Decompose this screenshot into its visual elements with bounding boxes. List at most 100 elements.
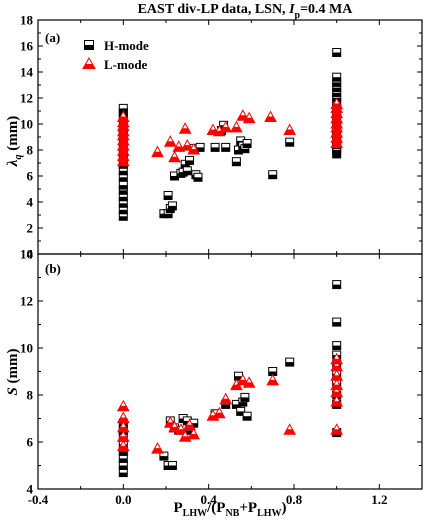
panel-b-lmode-point [151,442,164,454]
panel-b-lmode-point [330,359,344,372]
panel-a-lmode-point [178,122,192,134]
panel-a-ytick-label: 8 [27,143,34,158]
panel-b-ytick-label: 12 [20,294,33,309]
figure-title-ip-sub: p [295,10,301,21]
panel-a-hmode-point [185,155,194,165]
figure-title-main: EAST div-LP data, LSN, [138,2,289,17]
panel-b-hmode-point [285,357,295,367]
panel-a-hmode-point [332,72,342,82]
figure-title: EAST div-LP data, LSN, Ip=0.4 MA [138,2,354,21]
figure-title-ip: I [288,2,295,17]
panel-a-ytick-label: 18 [20,13,34,28]
panel-b-lmode-point [212,406,226,419]
panel-a-ytick-label: 0 [27,247,34,262]
panel-b-lmode-point [116,399,130,412]
panel-a-lmode-point [151,145,164,158]
panel-b-ylabel: S (mm) [5,348,21,395]
panel-b-lmode-point [230,378,243,391]
panel-b-label: (b) [45,261,61,276]
panel-a-ytick-label: 14 [20,65,34,80]
panel-a-hmode-point [118,180,128,190]
panel-a-lmode-point [116,110,130,122]
panel-a-ytick-label: 4 [27,195,34,210]
panel-b-frame [37,253,423,490]
panel-b-hmode-point [332,341,342,351]
panel-b-xtick-label: -0.4 [28,492,49,507]
x-axis-label-part-2: /(P [206,500,225,516]
panel-b-ylabel-main: S [5,387,21,395]
panel-b-lmode-point [242,376,256,388]
panel-b-hmode-point [242,411,252,421]
panel-a-ylabel: λq (mm) [5,116,24,167]
x-axis-label-part-1: LHW [183,508,207,519]
legend-lmode-label: L-mode [104,57,148,72]
panel-a-hmode-point [231,157,241,167]
legend-hmode-label: H-mode [104,38,149,53]
panel-b-xtick-label: 0.8 [286,492,303,507]
legend-lmode-marker [82,56,96,69]
panel-b-lmode-point [116,430,130,442]
panel-b-lmode-point [116,420,130,433]
panel-a-frame [37,19,423,255]
panel-b-lmode-point [283,423,297,435]
panel-a-lmode-point [168,150,181,163]
panel-b-hmode-point [167,461,177,470]
panel-a-ytick-label: 10 [20,117,33,132]
panel-a-hmode-point [268,170,278,180]
panel-b-lmode-point [116,411,130,423]
panel-b-ytick-label: 4 [27,482,34,497]
figure-title-tail: =0.4 MA [300,2,353,17]
panel-a-lmode-point [330,97,344,109]
panel-a-lmode-point [264,110,277,122]
x-axis-label: PLHW/(PNB+PLHW) [173,500,286,519]
panel-a-label: (a) [45,30,60,45]
panel-b-ytick-label: 14 [20,247,34,262]
panel-a-hmode-point [210,142,220,152]
panel-a-ytick-label: 2 [27,221,34,236]
panel-a-ytick-label: 6 [27,169,34,184]
panel-a-lmode-point [163,135,177,147]
legend-hmode-marker [84,40,94,50]
panel-a-lmode-point [180,139,194,151]
panel-a-lmode-point [230,120,243,133]
x-axis-label-part-3: NB [225,508,239,519]
panel-b-ticks: -0.4 0.0 0.4 0.8 1.2 4 6 8 10 12 14 [20,247,422,507]
panel-b-lmode-point [330,378,344,391]
panel-b-ytick-label: 8 [27,388,34,403]
panel-b-lmode-point [330,423,344,435]
panel-a-lmode-point [172,140,186,152]
panel-a-ylabel-main: λ [5,159,21,167]
panel-a-hmode-point [167,201,177,211]
panel-b-marks [116,280,344,478]
x-axis-label-part-5: LHW [257,508,281,519]
panel-b-ytick-label: 6 [27,435,34,450]
panel-b-lmode-point [187,427,201,440]
panel-b-ytick-label: 10 [20,341,33,356]
panel-b-xtick-label: 0.0 [115,492,131,507]
panel-a-ticks: 0 2 4 6 8 10 12 14 16 18 [20,13,422,262]
panel-a-hmode-point [285,137,295,147]
panel-b-lmode-point [330,385,344,398]
panel-b: (b) S (mm) -0.4 0.0 0.4 0.8 1.2 4 6 8 10 12 14 [5,247,423,507]
panel-b-hmode-point [236,406,246,416]
panel-b-xtick-label: 1.2 [371,492,387,507]
panel-b-lmode-point [116,439,130,452]
panel-a-lmode-point [242,111,256,124]
panel-a-hmode-point [242,139,252,148]
panel-b-hmode-point [159,451,169,461]
panel-a-ytick-label: 16 [20,39,34,54]
panel-a-hmode-point [182,166,192,176]
panel-a-marks [116,48,344,221]
panel-b-xtick-label: 0.4 [201,492,218,507]
panel-a-lmode-point [187,142,201,155]
legend: H-mode L-mode [82,38,149,72]
panel-b-lmode-point [266,373,280,386]
panel-a: (a) λq (mm) 0 2 4 6 8 10 12 14 16 18 H-mode L-mod… [5,13,423,262]
panel-b-hmode-point [332,317,342,327]
panel-b-hmode-point [240,392,250,402]
panel-b-lmode-point [236,373,250,386]
x-axis-label-part-6: ) [282,500,287,516]
panel-a-hmode-point [163,191,173,200]
panel-a-hmode-point [221,142,231,152]
